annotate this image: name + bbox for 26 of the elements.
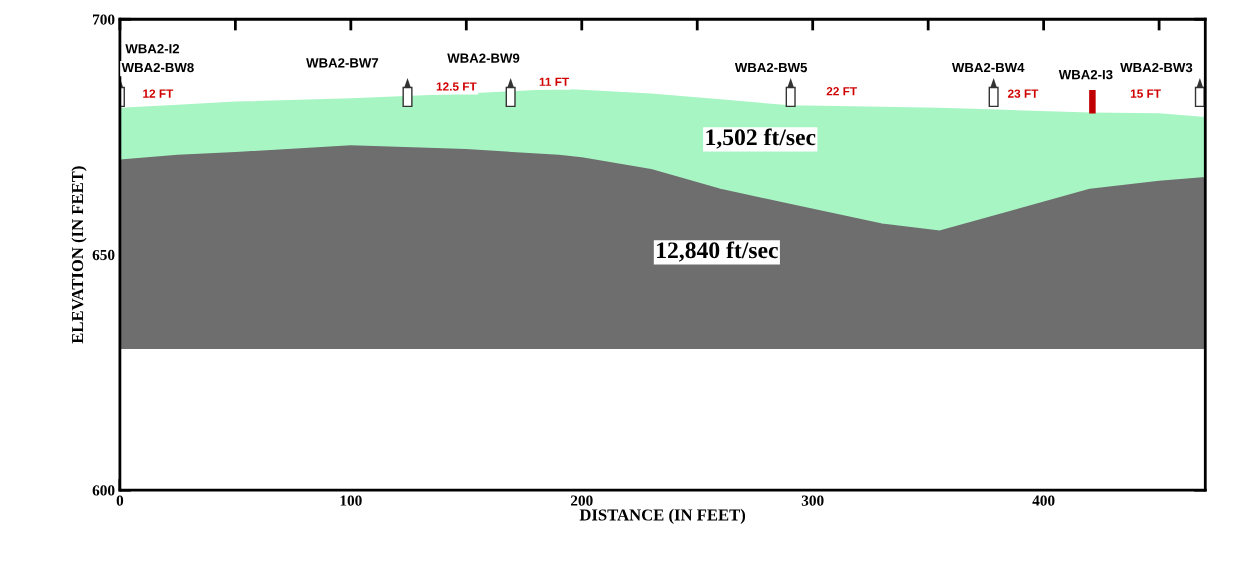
- annotation: 15 FT: [1130, 89, 1161, 98]
- annotation: WBA2-BW5: [734, 62, 808, 73]
- x-tick-label: 300: [801, 495, 824, 506]
- y-tick-label: 700: [93, 14, 115, 25]
- x-tick-label: 400: [1032, 495, 1055, 506]
- annotation: WBA2-I3: [1058, 69, 1113, 80]
- annotation: 12,840 ft/sec: [657, 241, 778, 262]
- x-tick-label: 200: [570, 495, 593, 506]
- annotation: 12.5 FT: [436, 82, 477, 91]
- annotation: WBA2-BW3: [1120, 62, 1193, 73]
- x-tick-label: 100: [340, 495, 362, 506]
- annotation: 12 FT: [143, 89, 174, 98]
- annotation: WBA2-I2: [125, 44, 180, 54]
- annotation: 1,502 ft/sec: [706, 128, 816, 149]
- annotation: 23 FT: [1007, 89, 1039, 98]
- y-tick-label: 600: [92, 485, 115, 496]
- annotation: WBA2-BW7: [306, 58, 379, 68]
- annotation: 11 FT: [539, 77, 570, 86]
- annotation: 22 FT: [826, 87, 857, 96]
- annotation: WBA2-BW8: [121, 62, 194, 73]
- annotation: WBA2-BW9: [447, 53, 520, 63]
- x-tick-label: 0: [116, 495, 124, 506]
- y-tick-label: 650: [92, 249, 115, 261]
- y-axis-title: ELEVATION (IN FEET): [71, 166, 87, 344]
- x-axis-title: DISTANCE (IN FEET): [579, 508, 746, 524]
- annotation: WBA2-BW4: [951, 62, 1025, 73]
